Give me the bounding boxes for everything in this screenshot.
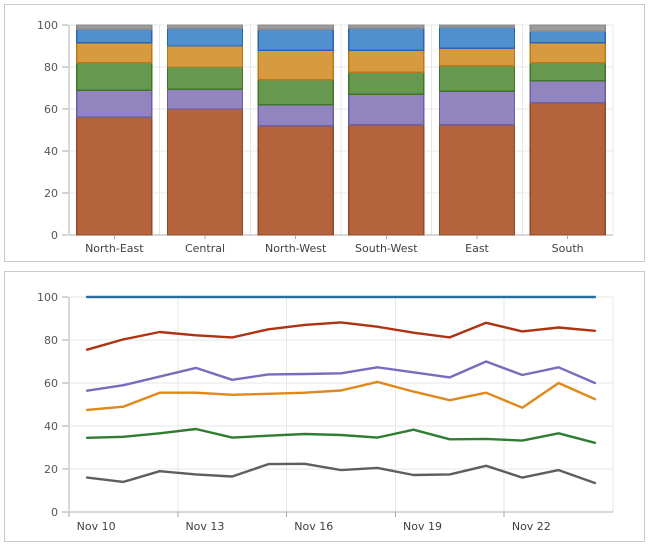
bar-segment-green[interactable]: [438, 65, 516, 92]
y-tick-label: 100: [37, 291, 58, 304]
bar-segment-blue[interactable]: [529, 30, 606, 44]
y-tick-label: 80: [44, 334, 58, 347]
category-label: South-West: [355, 242, 418, 255]
y-tick-label: 100: [37, 19, 58, 32]
bar-segment-brown[interactable]: [257, 125, 334, 236]
bar-segment-green[interactable]: [257, 78, 334, 106]
bar-segment-green[interactable]: [76, 62, 153, 91]
bar-segment-purple[interactable]: [348, 93, 425, 126]
bar-segment-blue[interactable]: [257, 28, 334, 51]
bar-segment-gray[interactable]: [348, 24, 425, 29]
bar-segment-blue[interactable]: [76, 28, 153, 44]
bar-segment-purple[interactable]: [438, 90, 516, 126]
category-label: Central: [185, 242, 225, 255]
bar-segment-brown[interactable]: [76, 116, 153, 236]
category-label: South: [552, 242, 584, 255]
line-series-red[interactable]: [85, 321, 597, 351]
line-series-green[interactable]: [85, 427, 597, 445]
bar-segment-green[interactable]: [166, 66, 244, 90]
y-tick-label: 40: [44, 145, 58, 158]
bar-segment-orange[interactable]: [257, 49, 334, 81]
line-series-gray[interactable]: [85, 462, 597, 485]
y-tick-label: 20: [44, 463, 58, 476]
bar-segment-orange[interactable]: [348, 49, 425, 73]
line-chart-panel: 0 20 40 60 80 100 Nov 10 Nov 13 Nov 16 Nov 19 Nov …: [4, 271, 645, 542]
y-tick-label: 0: [51, 506, 58, 519]
line-series-purple[interactable]: [85, 360, 597, 392]
bar-segment-orange[interactable]: [438, 47, 516, 67]
line-chart: 0 20 40 60 80 100 Nov 10 Nov 13 Nov 16 Nov 19 Nov …: [37, 291, 614, 533]
bar-segment-green[interactable]: [529, 62, 606, 82]
y-tick-label: 80: [44, 61, 58, 74]
bar-segment-blue[interactable]: [348, 27, 425, 51]
bar-segment-gray[interactable]: [76, 24, 153, 30]
bar-segment-orange[interactable]: [76, 42, 153, 64]
stacked-bar-chart: 0 20 40 60 80 100 North-East Central North-West S…: [37, 19, 614, 255]
bar-segment-green[interactable]: [348, 71, 425, 95]
x-tick-label: Nov 10: [77, 520, 116, 533]
bar-segment-brown[interactable]: [438, 124, 516, 236]
x-tick-label: Nov 22: [512, 520, 551, 533]
bar-segment-brown[interactable]: [348, 124, 425, 236]
bar-segment-orange[interactable]: [529, 42, 606, 64]
bar-segment-blue[interactable]: [438, 26, 516, 49]
bar-segment-gray[interactable]: [166, 24, 244, 29]
bar-segment-orange[interactable]: [166, 45, 244, 68]
y-tick-label: 40: [44, 420, 58, 433]
bar-segment-brown[interactable]: [166, 108, 244, 236]
bar-segment-purple[interactable]: [257, 104, 334, 127]
bar-segment-gray[interactable]: [438, 24, 516, 28]
category-label: North-West: [265, 242, 327, 255]
y-tick-label: 60: [44, 377, 58, 390]
x-tick-label: Nov 16: [294, 520, 333, 533]
bar-segment-blue[interactable]: [166, 27, 244, 47]
y-tick-label: 60: [44, 103, 58, 116]
x-tick-label: Nov 13: [185, 520, 224, 533]
category-label: North-East: [85, 242, 144, 255]
bar-segment-gray[interactable]: [529, 24, 606, 33]
line-series-orange[interactable]: [85, 380, 597, 412]
category-label: East: [465, 242, 489, 255]
bar-segment-brown[interactable]: [529, 101, 606, 236]
bar-segment-purple[interactable]: [166, 88, 244, 110]
bar-segment-gray[interactable]: [257, 24, 334, 30]
y-tick-label: 20: [44, 187, 58, 200]
bar-segment-purple[interactable]: [76, 89, 153, 119]
y-tick-label: 0: [51, 229, 58, 242]
bar-segment-purple[interactable]: [529, 79, 606, 104]
x-tick-label: Nov 19: [403, 520, 442, 533]
stacked-bar-chart-panel: 0 20 40 60 80 100 North-East Central North-West S…: [4, 4, 645, 262]
